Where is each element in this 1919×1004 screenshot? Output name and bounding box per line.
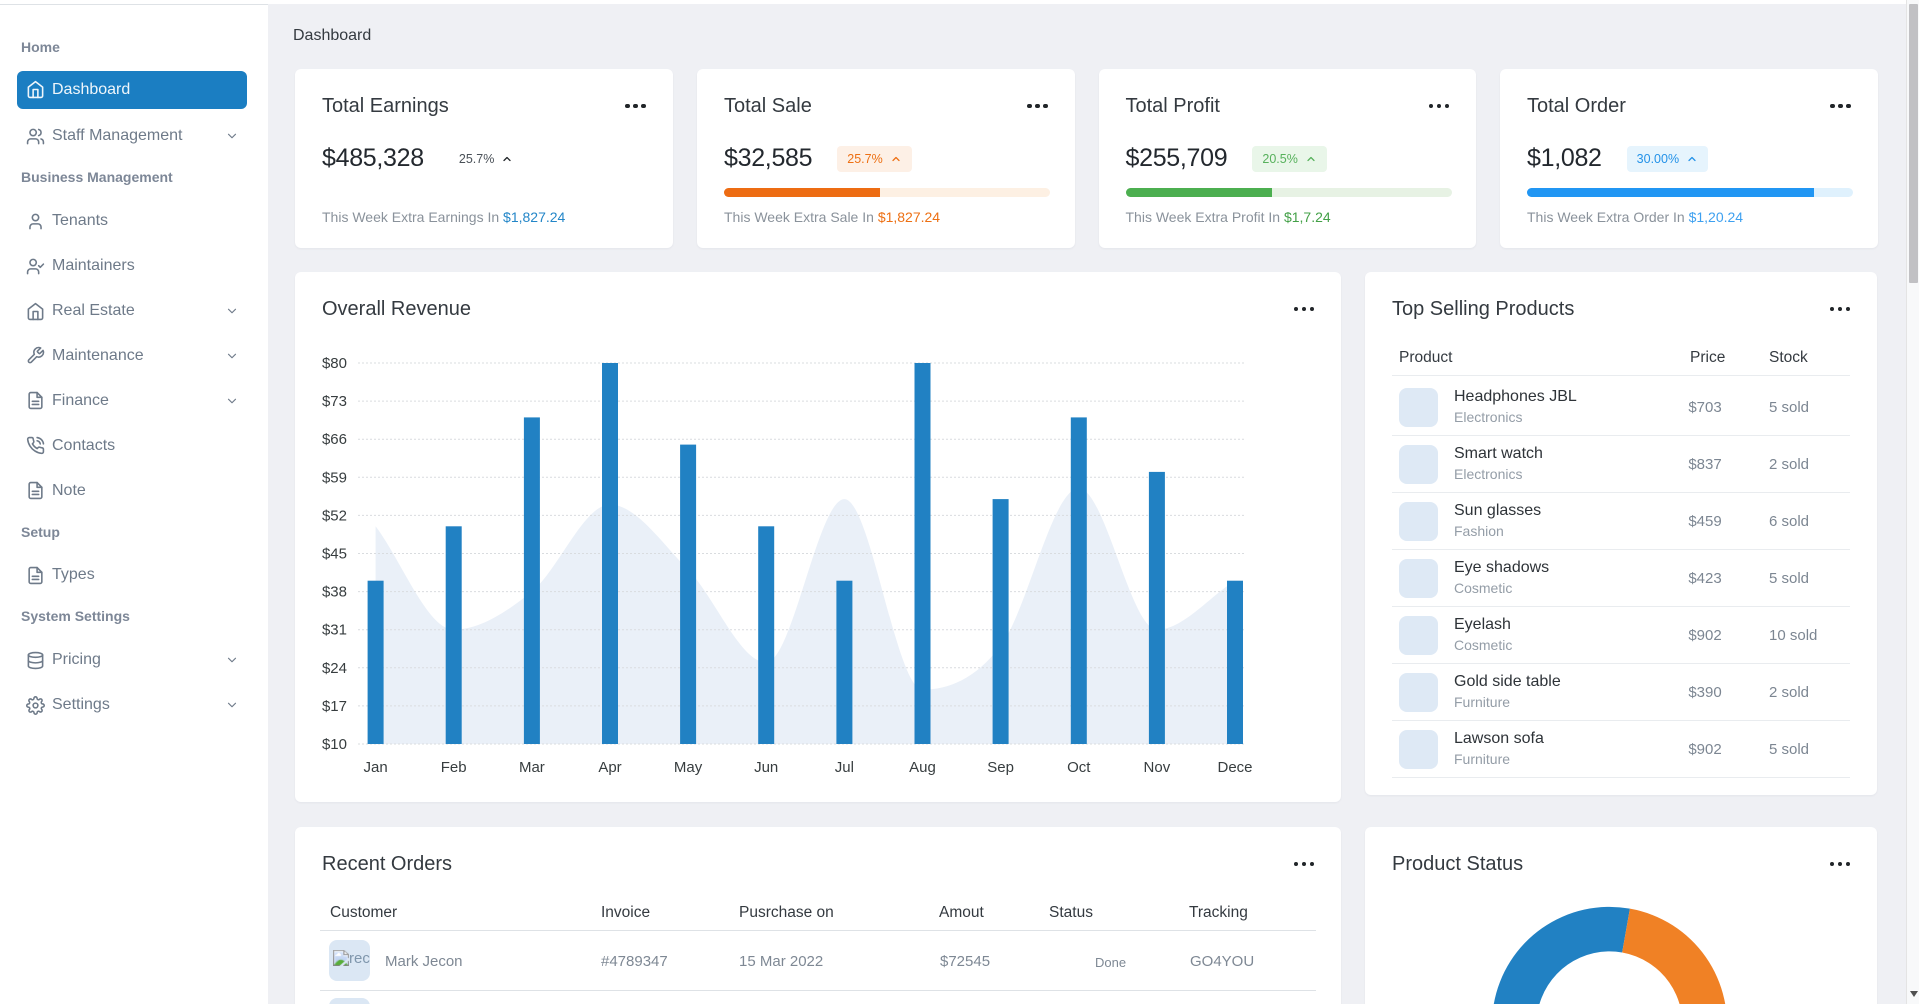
svg-text:May: May	[674, 759, 703, 776]
svg-text:Jun: Jun	[754, 759, 778, 776]
svg-text:$66: $66	[322, 431, 347, 448]
svg-text:Sep: Sep	[987, 759, 1014, 776]
svg-text:Nov: Nov	[1144, 759, 1171, 776]
svg-text:$80: $80	[322, 355, 347, 372]
svg-text:Jul: Jul	[835, 759, 854, 776]
svg-text:$38: $38	[322, 584, 347, 601]
svg-text:$59: $59	[322, 469, 347, 486]
svg-text:Dece: Dece	[1217, 759, 1252, 776]
svg-text:Feb: Feb	[441, 759, 467, 776]
svg-text:Jan: Jan	[364, 759, 388, 776]
svg-text:$17: $17	[322, 698, 347, 715]
svg-text:$31: $31	[322, 622, 347, 639]
svg-text:$52: $52	[322, 507, 347, 524]
svg-text:Oct: Oct	[1067, 759, 1091, 776]
svg-text:Aug: Aug	[909, 759, 936, 776]
svg-text:$24: $24	[322, 660, 347, 677]
svg-text:$45: $45	[322, 546, 347, 563]
svg-text:Apr: Apr	[598, 759, 621, 776]
svg-text:$10: $10	[322, 736, 347, 753]
svg-text:Mar: Mar	[519, 759, 545, 776]
svg-text:$73: $73	[322, 393, 347, 410]
